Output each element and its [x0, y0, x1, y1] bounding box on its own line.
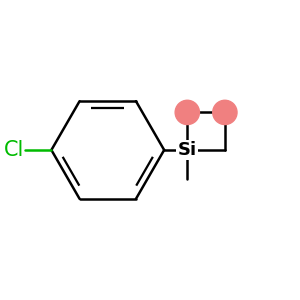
Circle shape	[175, 100, 200, 124]
Text: Cl: Cl	[4, 140, 24, 160]
Text: Si: Si	[178, 141, 197, 159]
Circle shape	[213, 100, 237, 124]
